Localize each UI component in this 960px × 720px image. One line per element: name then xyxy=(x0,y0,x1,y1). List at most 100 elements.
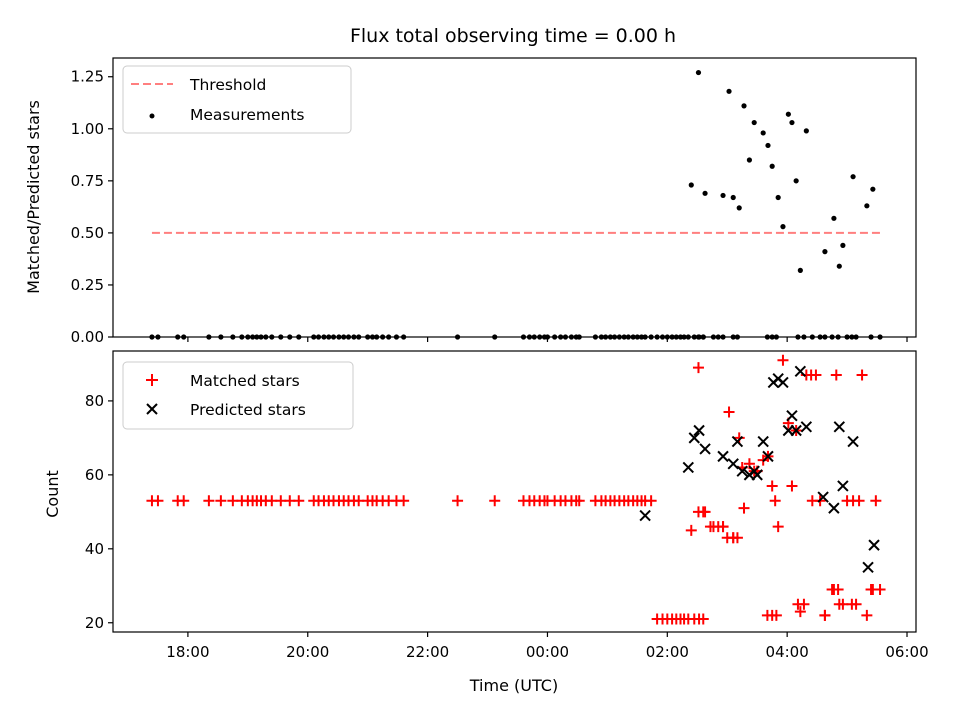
predicted-point xyxy=(837,480,849,492)
measurement-point xyxy=(175,334,181,340)
measurement-point xyxy=(695,334,702,340)
measurement-point xyxy=(520,334,527,340)
measurement-point xyxy=(492,334,498,340)
measurement-point xyxy=(552,334,558,340)
measurement-point xyxy=(685,334,691,340)
measurement-point xyxy=(278,334,284,340)
predicted-point xyxy=(862,561,874,574)
measurement-point xyxy=(849,334,855,340)
matched-point xyxy=(178,495,190,507)
predicted-point xyxy=(790,424,802,437)
y-tick-label: 60 xyxy=(85,466,104,484)
measurement-point xyxy=(239,334,245,340)
predicted-point xyxy=(868,539,880,551)
measurement-point xyxy=(669,334,675,340)
panel-ratio-legend: Threshold Measurements xyxy=(122,65,352,134)
matched-point xyxy=(215,495,227,507)
measurement-point xyxy=(576,334,582,340)
predicted-point xyxy=(833,421,846,433)
matched-point xyxy=(794,606,806,618)
measurement-point xyxy=(760,130,766,136)
measurement-point xyxy=(374,334,380,340)
legend-matched-swatch xyxy=(146,374,158,386)
measurement-point xyxy=(401,334,407,340)
matched-point xyxy=(798,598,810,610)
measurement-point xyxy=(702,190,708,196)
x-tick-label: 18:00 xyxy=(166,643,209,661)
legend-box xyxy=(122,361,354,430)
measurement-point xyxy=(688,182,694,188)
measurement-point xyxy=(642,334,648,340)
measurement-point xyxy=(877,334,883,340)
measurement-point xyxy=(803,128,809,134)
measurement-point xyxy=(775,194,781,201)
measurement-point xyxy=(296,334,302,340)
panel-ratio-frame xyxy=(112,57,917,338)
predicted-point xyxy=(786,409,798,422)
matched-point xyxy=(786,480,798,492)
x-tick-label: 20:00 xyxy=(286,643,329,661)
measurement-point xyxy=(715,334,721,340)
measurement-point xyxy=(720,192,726,199)
measurement-point xyxy=(730,334,736,340)
measurement-point xyxy=(726,88,732,94)
measurement-point xyxy=(531,334,537,340)
matched-point xyxy=(692,362,704,374)
matched-point xyxy=(699,506,711,518)
measurement-point xyxy=(336,334,342,340)
y-tick-label: 0.50 xyxy=(71,224,104,242)
matched-point xyxy=(489,495,501,507)
panel-ratio-ticks: 0.00 0.25 0.50 0.75 1.00 1.25 xyxy=(71,68,908,346)
matched-point xyxy=(828,583,840,595)
measurement-point xyxy=(330,334,337,340)
matched-point xyxy=(398,495,410,507)
measurement-point xyxy=(230,334,236,340)
legend-matched-label: Matched stars xyxy=(190,372,300,390)
x-tick-label: 06:00 xyxy=(885,643,928,661)
predicted-point xyxy=(762,450,774,463)
measurement-point xyxy=(315,334,322,340)
predicted-point xyxy=(757,435,769,448)
y-tick-label: 0.00 xyxy=(71,328,104,346)
matched-point xyxy=(837,598,849,610)
measurement-point xyxy=(386,334,392,340)
measurement-point xyxy=(380,334,386,340)
measurement-point xyxy=(616,334,622,340)
predicted-point xyxy=(751,469,763,481)
measurement-point xyxy=(625,334,631,340)
matched-point xyxy=(830,369,842,381)
measurement-point xyxy=(700,334,706,340)
measurement-point xyxy=(537,334,543,340)
measurement-point xyxy=(181,334,187,340)
measurement-point xyxy=(831,215,837,221)
predicted-point xyxy=(817,491,829,503)
y-tick-label: 80 xyxy=(85,392,104,410)
measurement-point xyxy=(341,334,347,340)
measurement-point xyxy=(592,334,598,340)
measurement-point xyxy=(785,111,791,117)
measurement-point xyxy=(741,103,747,109)
measurement-point xyxy=(829,334,835,340)
measurement-point xyxy=(868,334,874,340)
measurement-point xyxy=(269,334,275,340)
measurement-point xyxy=(218,334,224,340)
measurement-point xyxy=(250,334,256,340)
measurement-point xyxy=(836,263,842,269)
measurement-point xyxy=(611,334,618,340)
measurement-point xyxy=(844,334,850,340)
predicted-point xyxy=(800,421,813,433)
legend-box xyxy=(122,65,352,134)
measurement-point xyxy=(751,119,757,126)
measurement-point xyxy=(864,203,870,209)
legend-predicted-label: Predicted stars xyxy=(190,401,306,419)
matched-point xyxy=(766,480,778,492)
legend-threshold-label: Threshold xyxy=(189,76,266,94)
matched-point xyxy=(645,495,657,507)
measurement-point xyxy=(365,334,371,340)
panel-ratio-ylabel: Matched/Predicted stars xyxy=(24,100,43,294)
matched-point xyxy=(870,495,882,507)
matched-point xyxy=(770,609,782,621)
measurement-point xyxy=(769,334,775,340)
measurement-point xyxy=(673,334,679,340)
measurement-point xyxy=(801,334,807,340)
